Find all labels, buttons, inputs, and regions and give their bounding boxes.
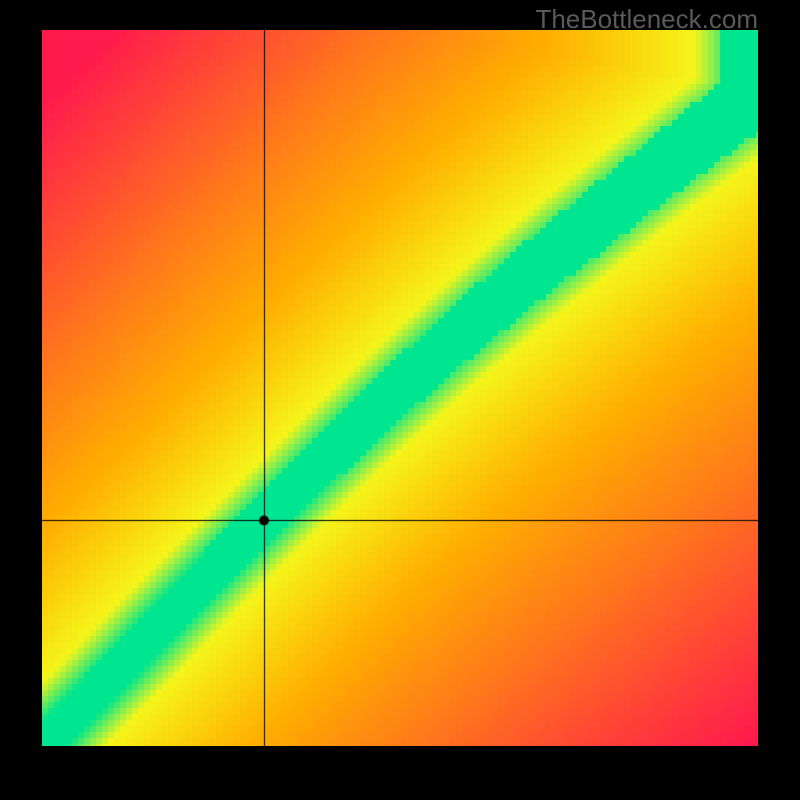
heatmap-canvas (42, 30, 758, 746)
bottleneck-heatmap (42, 30, 758, 746)
watermark-text: TheBottleneck.com (535, 4, 758, 35)
